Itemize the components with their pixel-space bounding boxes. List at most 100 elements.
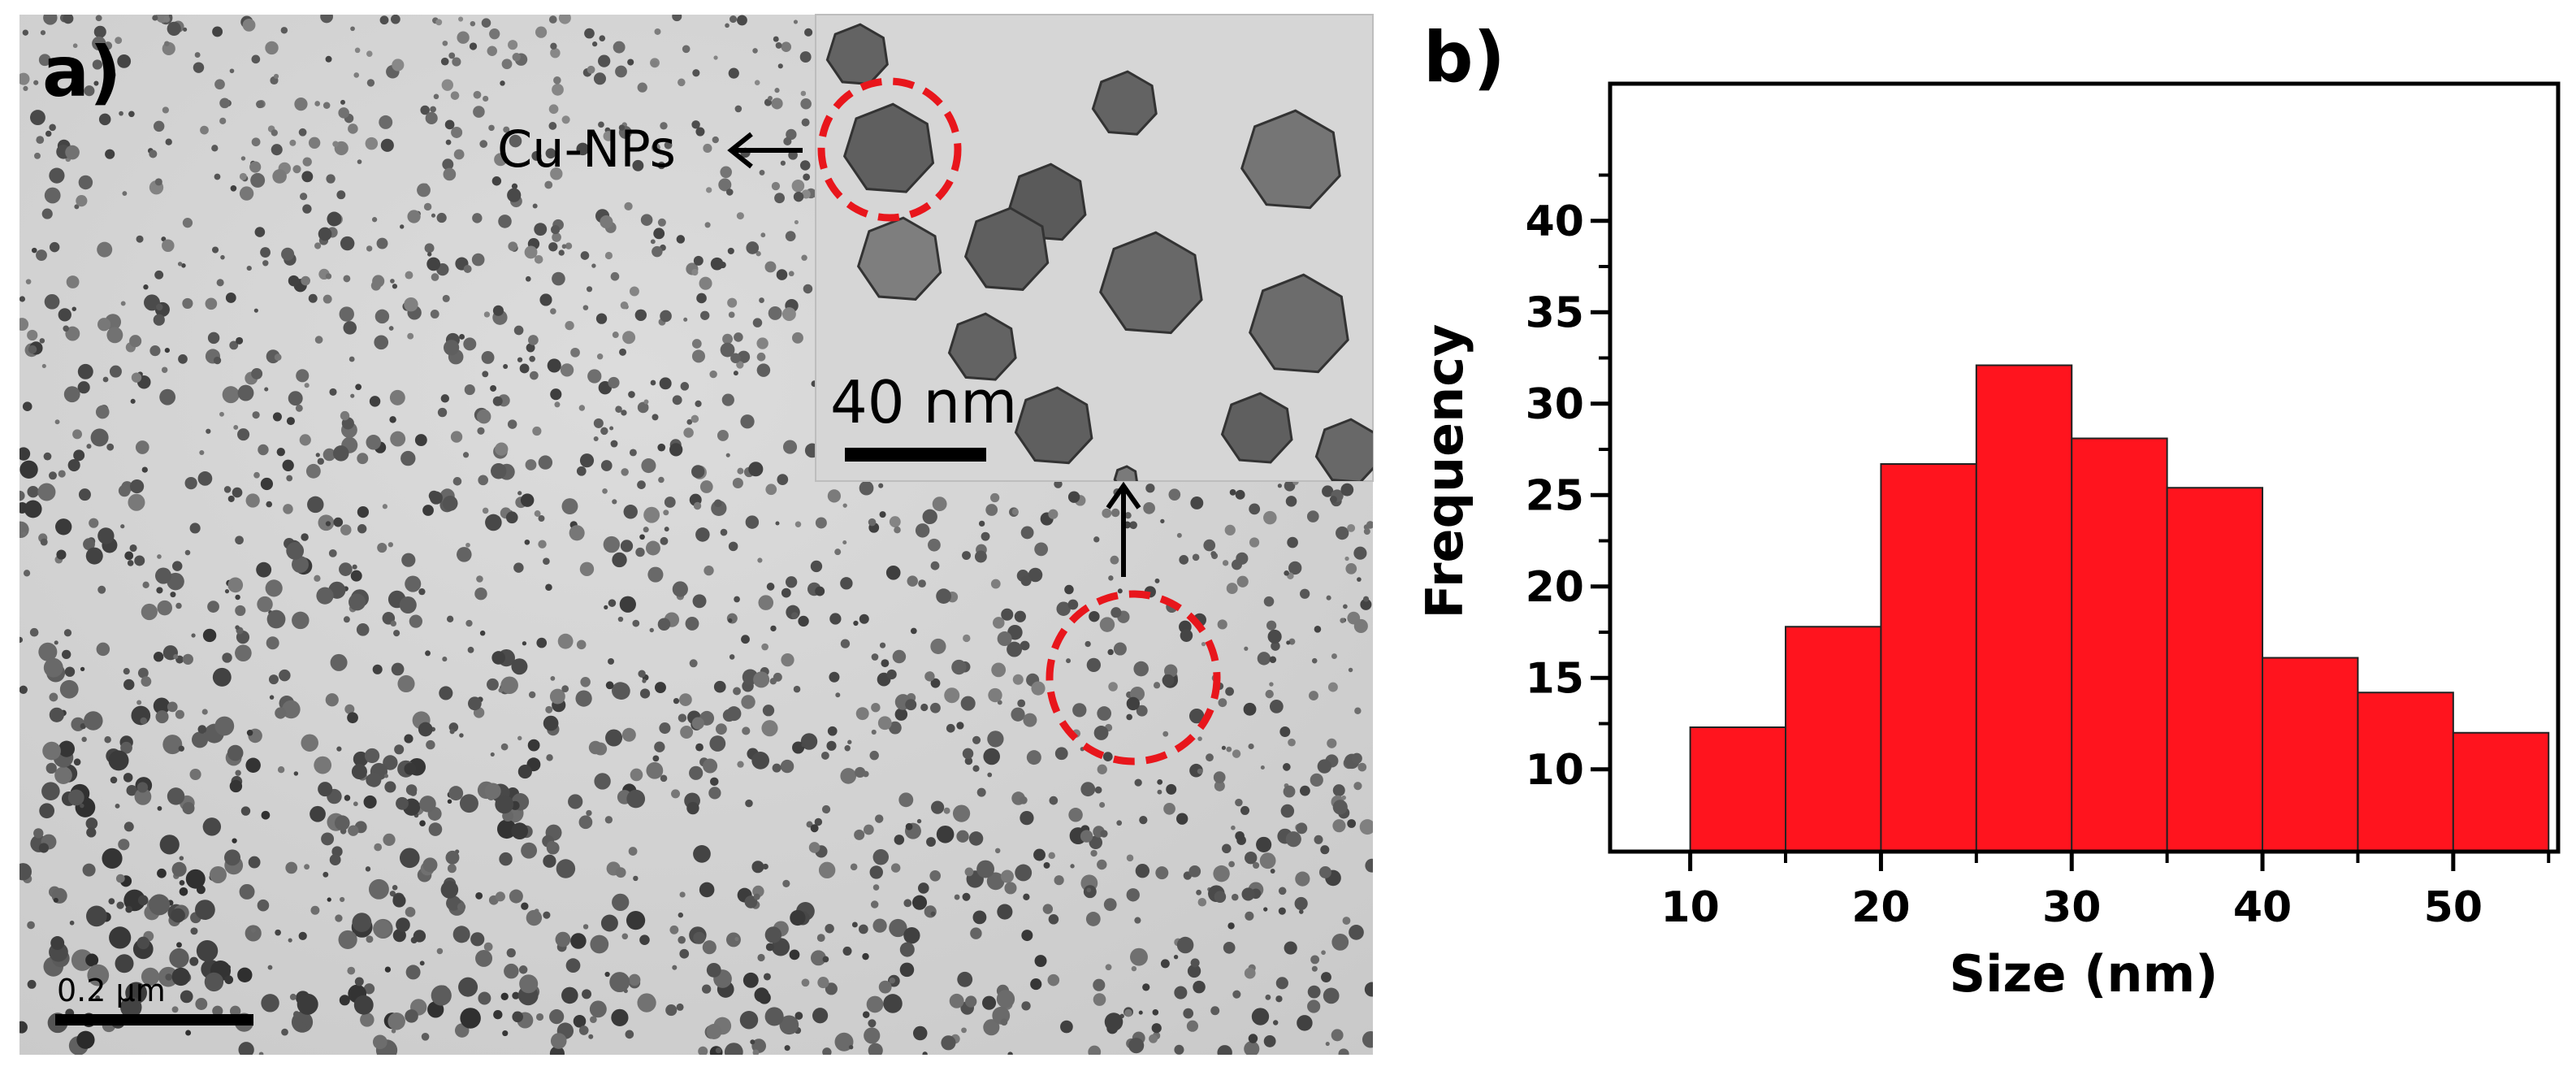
nanoparticle xyxy=(83,538,95,551)
nanoparticle xyxy=(392,59,405,72)
nanoparticle xyxy=(1066,658,1072,664)
nanoparticle xyxy=(878,483,884,488)
nanoparticle xyxy=(118,484,131,497)
nanoparticle xyxy=(264,387,269,392)
nanoparticle xyxy=(71,949,93,971)
nanoparticle xyxy=(296,369,310,383)
nanoparticle xyxy=(170,592,176,598)
nanoparticle xyxy=(885,565,901,580)
nanoparticle xyxy=(405,271,413,280)
nanoparticle xyxy=(709,735,726,752)
nanoparticle xyxy=(502,1030,509,1037)
nanoparticle xyxy=(396,796,409,810)
nanoparticle xyxy=(405,1009,418,1023)
nanoparticle xyxy=(1193,980,1206,994)
nanoparticle xyxy=(512,53,521,62)
nanoparticle xyxy=(997,904,1013,920)
nanoparticle xyxy=(332,141,339,148)
nanoparticle xyxy=(213,356,222,365)
nanoparticle xyxy=(37,483,56,501)
nanoparticle xyxy=(894,708,908,721)
nanoparticle xyxy=(624,202,633,211)
nanoparticle xyxy=(587,65,595,74)
nanoparticle xyxy=(469,42,478,50)
nanoparticle xyxy=(224,975,234,985)
nanoparticle xyxy=(536,637,548,648)
nanoparticle xyxy=(899,962,915,978)
nanoparticle xyxy=(171,1006,179,1013)
nanoparticle xyxy=(1224,524,1236,536)
nanoparticle xyxy=(626,789,646,809)
nanoparticle xyxy=(214,173,221,180)
nanoparticle xyxy=(369,396,381,407)
nanoparticle xyxy=(691,339,702,349)
nanoparticle xyxy=(391,1029,396,1034)
nanoparticle xyxy=(763,973,771,981)
nanoparticle xyxy=(1320,845,1330,855)
nanoparticle xyxy=(728,618,733,623)
nanoparticle xyxy=(664,141,673,150)
nanoparticle xyxy=(1160,518,1165,524)
nanoparticle xyxy=(344,704,355,714)
nanoparticle xyxy=(781,307,796,322)
nanoparticle xyxy=(848,1045,854,1050)
nanoparticle xyxy=(237,428,250,441)
nanoparticle xyxy=(19,318,29,332)
nanoparticle xyxy=(725,23,730,28)
nanoparticle xyxy=(1331,653,1337,660)
nanoparticle xyxy=(657,618,671,631)
nanoparticle xyxy=(1093,978,1106,991)
nanoparticle xyxy=(192,731,209,748)
nanoparticle xyxy=(157,600,173,616)
nanoparticle xyxy=(390,431,406,447)
nanoparticle xyxy=(920,703,929,712)
nanoparticle xyxy=(612,332,619,338)
nanoparticle xyxy=(968,831,984,846)
nanoparticle xyxy=(982,995,997,1010)
nanoparticle xyxy=(1088,1045,1102,1055)
nanoparticle xyxy=(543,911,551,919)
nanoparticle xyxy=(404,734,413,744)
nanoparticle xyxy=(817,977,829,989)
nanoparticle xyxy=(1180,629,1193,642)
nanoparticle xyxy=(985,504,998,516)
nanoparticle xyxy=(323,294,332,304)
nanoparticle xyxy=(715,1047,722,1054)
nanoparticle xyxy=(745,515,760,529)
nanoparticle xyxy=(768,306,782,320)
nanoparticle xyxy=(500,80,505,86)
nanoparticle xyxy=(645,540,660,556)
nanoparticle xyxy=(1321,972,1331,982)
nanoparticle xyxy=(1023,893,1030,900)
nanoparticle xyxy=(862,770,869,778)
nanoparticle xyxy=(63,15,74,24)
nanoparticle xyxy=(1300,588,1310,599)
nanoparticle xyxy=(153,120,165,132)
nanoparticle xyxy=(294,97,308,111)
nanoparticle xyxy=(538,455,553,470)
nanoparticle xyxy=(1173,954,1179,960)
nanoparticle xyxy=(314,575,321,582)
nanoparticle xyxy=(695,127,705,137)
highlight-circle-main xyxy=(1046,590,1221,765)
nanoparticle xyxy=(791,332,803,344)
nanoparticle xyxy=(1135,864,1150,878)
nanoparticle xyxy=(1138,1010,1143,1015)
nanoparticle xyxy=(189,956,199,966)
nanoparticle xyxy=(1072,703,1087,718)
nanoparticle xyxy=(550,388,562,401)
nanoparticle xyxy=(103,68,116,81)
nanoparticle xyxy=(1126,888,1140,902)
nanoparticle xyxy=(464,384,475,396)
nanoparticle xyxy=(1176,532,1182,538)
nanoparticle xyxy=(137,667,149,679)
nanoparticle xyxy=(519,363,530,374)
nanoparticle xyxy=(543,557,550,566)
nanoparticle xyxy=(333,445,349,462)
nanoparticle xyxy=(159,835,180,855)
nanoparticle xyxy=(879,642,886,648)
nanoparticle xyxy=(1070,864,1075,869)
tem-inset: 40 nm xyxy=(815,14,1374,482)
nanoparticle xyxy=(757,953,765,962)
nanoparticle xyxy=(812,1008,829,1024)
